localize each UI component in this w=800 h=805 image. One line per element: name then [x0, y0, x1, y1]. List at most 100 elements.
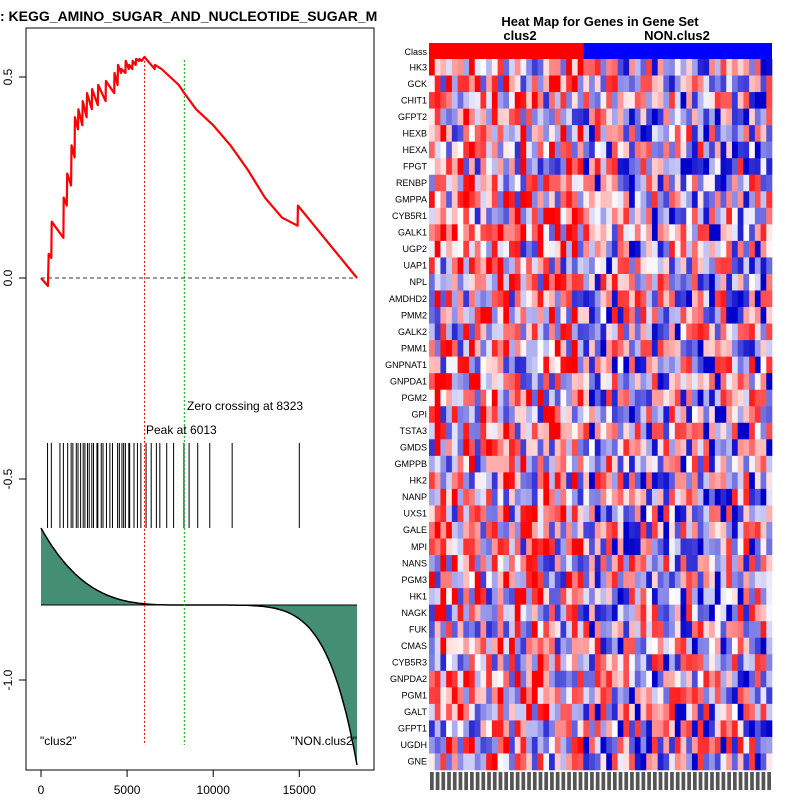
- heatmap-cell: [703, 406, 710, 424]
- heatmap-cell: [646, 736, 653, 754]
- heatmap-cell: [594, 356, 601, 374]
- heatmap-cell: [663, 571, 670, 589]
- heatmap-cell: [509, 422, 516, 440]
- gene-label: NPL: [409, 277, 427, 287]
- sample-label-stub: [510, 772, 514, 790]
- heatmap-cell: [691, 521, 698, 539]
- heatmap-cell: [486, 92, 493, 109]
- heatmap-cell: [766, 472, 773, 490]
- heatmap-cell: [709, 273, 716, 291]
- heatmap-cell: [549, 521, 556, 539]
- heatmap-cell: [686, 356, 693, 374]
- heatmap-cell: [714, 538, 721, 556]
- heatmap-cell: [651, 406, 658, 424]
- heatmap-cell: [674, 720, 681, 738]
- es-series-line: [40, 55, 358, 288]
- heatmap-cell: [514, 125, 521, 142]
- heatmap-cell: [434, 59, 441, 76]
- heatmap-cell: [737, 75, 744, 93]
- heatmap-cell: [697, 273, 704, 291]
- heatmap-cell: [657, 720, 664, 738]
- heatmap-cell: [457, 323, 464, 341]
- heatmap-cell: [737, 654, 744, 672]
- sample-label-stub: [475, 772, 480, 790]
- heatmap-cell: [451, 389, 458, 407]
- heatmap-cell: [514, 92, 521, 109]
- heatmap-cell: [509, 92, 516, 109]
- heatmap-cell: [486, 637, 493, 655]
- heatmap-cell: [737, 538, 744, 556]
- heatmap-cell: [543, 720, 550, 738]
- heatmap-cell: [634, 422, 641, 440]
- heatmap-cell: [617, 654, 624, 672]
- heatmap-cell: [549, 356, 556, 374]
- heatmap-cell: [709, 703, 716, 721]
- heatmap-cell: [594, 207, 601, 225]
- heatmap-cell: [566, 422, 573, 440]
- heatmap-cell: [491, 340, 498, 357]
- heatmap-cell: [697, 290, 704, 308]
- heatmap-cell: [480, 472, 487, 490]
- heatmap-cell: [429, 604, 436, 622]
- heatmap-cell: [440, 720, 447, 738]
- heatmap-cell: [469, 389, 476, 407]
- heatmap-cell: [726, 356, 733, 374]
- heatmap-cell: [680, 538, 687, 556]
- heatmap-cell: [594, 488, 601, 506]
- heatmap-cell: [457, 637, 464, 655]
- heatmap-cell: [703, 422, 710, 440]
- heatmap-cell: [663, 141, 670, 159]
- heatmap-cell: [474, 736, 481, 754]
- heatmap-cell: [720, 406, 727, 424]
- heatmap-cell: [606, 240, 613, 258]
- heatmap-cell: [663, 753, 670, 771]
- heatmap-cell: [749, 654, 756, 672]
- heatmap-cell: [514, 273, 521, 291]
- heatmap-cell: [491, 125, 498, 142]
- heatmap-cell: [646, 422, 653, 440]
- heatmap-cell: [594, 125, 601, 142]
- heatmap-cell: [566, 389, 573, 407]
- heatmap-cell: [611, 240, 618, 258]
- heatmap-cell: [594, 703, 601, 721]
- heatmap-cell: [457, 670, 464, 688]
- heatmap-cell: [463, 141, 470, 159]
- heatmap-cell: [600, 488, 607, 506]
- heatmap-cell: [754, 373, 761, 390]
- heatmap-cell: [657, 703, 664, 721]
- heatmap-cell: [629, 141, 636, 159]
- heatmap-cell: [754, 736, 761, 754]
- heatmap-cell: [691, 621, 698, 639]
- heatmap-cell: [503, 588, 510, 605]
- heatmap-cell: [497, 422, 504, 440]
- heatmap-cell: [589, 621, 596, 639]
- heatmap-cell: [749, 191, 756, 209]
- heatmap-cell: [480, 720, 487, 738]
- heatmap-cell: [634, 439, 641, 457]
- heatmap-cell: [480, 340, 487, 357]
- ranked-metric-line: [40, 527, 358, 766]
- heatmap-cell: [714, 604, 721, 622]
- heatmap-cell: [731, 340, 738, 357]
- heatmap-cell: [486, 621, 493, 639]
- heatmap-cell: [606, 389, 613, 407]
- heatmap-cell: [594, 687, 601, 705]
- heatmap-cell: [469, 555, 476, 572]
- heatmap-cell: [640, 670, 647, 688]
- heatmap-cell: [549, 538, 556, 556]
- heatmap-cell: [509, 604, 516, 622]
- heatmap-cell: [560, 108, 567, 126]
- heatmap-cell: [469, 670, 476, 688]
- heatmap-cell: [714, 273, 721, 291]
- heatmap-cell: [486, 75, 493, 93]
- heatmap-cell: [543, 356, 550, 374]
- heatmap-cell: [634, 406, 641, 424]
- heatmap-cell: [754, 389, 761, 407]
- heatmap-cell: [657, 571, 664, 589]
- heatmap-cell: [566, 654, 573, 672]
- heatmap-cell: [543, 389, 550, 407]
- heatmap-cell: [651, 125, 658, 142]
- heatmap-cell: [531, 753, 538, 771]
- heatmap-cell: [640, 191, 647, 209]
- heatmap-cell: [531, 538, 538, 556]
